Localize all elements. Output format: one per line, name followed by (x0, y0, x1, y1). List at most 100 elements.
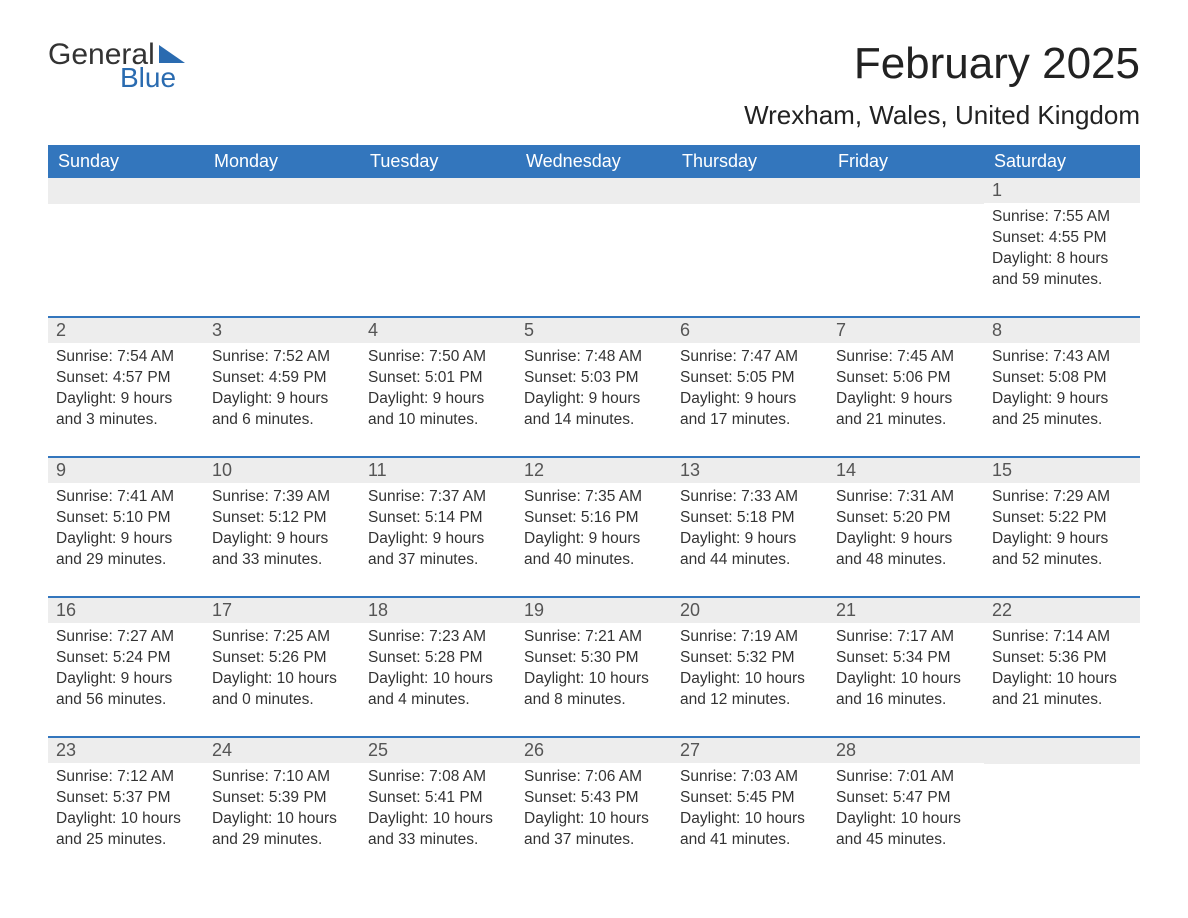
weekday-monday: Monday (204, 145, 360, 178)
day-number: 7 (828, 318, 984, 343)
day-body: Sunrise: 7:03 AMSunset: 5:45 PMDaylight:… (672, 763, 828, 851)
day-body: Sunrise: 7:48 AMSunset: 5:03 PMDaylight:… (516, 343, 672, 431)
day-number (984, 738, 1140, 764)
daylight-text: Daylight: 9 hours and 56 minutes. (56, 669, 196, 711)
day-number: 26 (516, 738, 672, 763)
sunrise-text: Sunrise: 7:25 AM (212, 627, 352, 648)
day-cell: 7Sunrise: 7:45 AMSunset: 5:06 PMDaylight… (828, 318, 984, 438)
daylight-text: Daylight: 10 hours and 16 minutes. (836, 669, 976, 711)
day-cell: 28Sunrise: 7:01 AMSunset: 5:47 PMDayligh… (828, 738, 984, 858)
day-number: 2 (48, 318, 204, 343)
day-number: 16 (48, 598, 204, 623)
sunset-text: Sunset: 5:18 PM (680, 508, 820, 529)
day-number: 27 (672, 738, 828, 763)
day-number: 5 (516, 318, 672, 343)
sunset-text: Sunset: 5:06 PM (836, 368, 976, 389)
sunset-text: Sunset: 4:59 PM (212, 368, 352, 389)
sunset-text: Sunset: 4:57 PM (56, 368, 196, 389)
day-cell: 20Sunrise: 7:19 AMSunset: 5:32 PMDayligh… (672, 598, 828, 718)
weeks-container: 1Sunrise: 7:55 AMSunset: 4:55 PMDaylight… (48, 178, 1140, 858)
daylight-text: Daylight: 10 hours and 29 minutes. (212, 809, 352, 851)
weekday-wednesday: Wednesday (516, 145, 672, 178)
day-cell: 24Sunrise: 7:10 AMSunset: 5:39 PMDayligh… (204, 738, 360, 858)
sunset-text: Sunset: 5:03 PM (524, 368, 664, 389)
sunset-text: Sunset: 5:01 PM (368, 368, 508, 389)
sunset-text: Sunset: 5:28 PM (368, 648, 508, 669)
sunset-text: Sunset: 5:36 PM (992, 648, 1132, 669)
day-cell: 13Sunrise: 7:33 AMSunset: 5:18 PMDayligh… (672, 458, 828, 578)
day-cell: 14Sunrise: 7:31 AMSunset: 5:20 PMDayligh… (828, 458, 984, 578)
sunset-text: Sunset: 5:47 PM (836, 788, 976, 809)
day-cell: 16Sunrise: 7:27 AMSunset: 5:24 PMDayligh… (48, 598, 204, 718)
title-block: February 2025 Wrexham, Wales, United Kin… (744, 40, 1140, 131)
day-number: 14 (828, 458, 984, 483)
day-cell (672, 178, 828, 298)
sunset-text: Sunset: 5:39 PM (212, 788, 352, 809)
day-cell (48, 178, 204, 298)
sunrise-text: Sunrise: 7:27 AM (56, 627, 196, 648)
daylight-text: Daylight: 10 hours and 12 minutes. (680, 669, 820, 711)
location-text: Wrexham, Wales, United Kingdom (744, 100, 1140, 131)
day-cell: 27Sunrise: 7:03 AMSunset: 5:45 PMDayligh… (672, 738, 828, 858)
day-cell: 12Sunrise: 7:35 AMSunset: 5:16 PMDayligh… (516, 458, 672, 578)
weekday-tuesday: Tuesday (360, 145, 516, 178)
day-number: 18 (360, 598, 516, 623)
day-cell (204, 178, 360, 298)
day-body: Sunrise: 7:19 AMSunset: 5:32 PMDaylight:… (672, 623, 828, 711)
daylight-text: Daylight: 10 hours and 37 minutes. (524, 809, 664, 851)
week-row: 1Sunrise: 7:55 AMSunset: 4:55 PMDaylight… (48, 178, 1140, 298)
sunrise-text: Sunrise: 7:19 AM (680, 627, 820, 648)
daylight-text: Daylight: 10 hours and 33 minutes. (368, 809, 508, 851)
day-cell (984, 738, 1140, 858)
day-body: Sunrise: 7:25 AMSunset: 5:26 PMDaylight:… (204, 623, 360, 711)
daylight-text: Daylight: 9 hours and 6 minutes. (212, 389, 352, 431)
day-cell: 17Sunrise: 7:25 AMSunset: 5:26 PMDayligh… (204, 598, 360, 718)
weekday-saturday: Saturday (984, 145, 1140, 178)
sunrise-text: Sunrise: 7:54 AM (56, 347, 196, 368)
day-body: Sunrise: 7:10 AMSunset: 5:39 PMDaylight:… (204, 763, 360, 851)
day-cell: 26Sunrise: 7:06 AMSunset: 5:43 PMDayligh… (516, 738, 672, 858)
day-body: Sunrise: 7:14 AMSunset: 5:36 PMDaylight:… (984, 623, 1140, 711)
week-row: 9Sunrise: 7:41 AMSunset: 5:10 PMDaylight… (48, 456, 1140, 578)
daylight-text: Daylight: 9 hours and 17 minutes. (680, 389, 820, 431)
sunrise-text: Sunrise: 7:14 AM (992, 627, 1132, 648)
day-cell: 3Sunrise: 7:52 AMSunset: 4:59 PMDaylight… (204, 318, 360, 438)
day-body: Sunrise: 7:12 AMSunset: 5:37 PMDaylight:… (48, 763, 204, 851)
sunrise-text: Sunrise: 7:52 AM (212, 347, 352, 368)
sunset-text: Sunset: 5:30 PM (524, 648, 664, 669)
day-body: Sunrise: 7:27 AMSunset: 5:24 PMDaylight:… (48, 623, 204, 711)
day-body: Sunrise: 7:43 AMSunset: 5:08 PMDaylight:… (984, 343, 1140, 431)
day-body: Sunrise: 7:17 AMSunset: 5:34 PMDaylight:… (828, 623, 984, 711)
daylight-text: Daylight: 9 hours and 37 minutes. (368, 529, 508, 571)
day-number: 19 (516, 598, 672, 623)
sunrise-text: Sunrise: 7:23 AM (368, 627, 508, 648)
sunset-text: Sunset: 5:43 PM (524, 788, 664, 809)
day-cell: 18Sunrise: 7:23 AMSunset: 5:28 PMDayligh… (360, 598, 516, 718)
day-body: Sunrise: 7:37 AMSunset: 5:14 PMDaylight:… (360, 483, 516, 571)
day-cell: 1Sunrise: 7:55 AMSunset: 4:55 PMDaylight… (984, 178, 1140, 298)
daylight-text: Daylight: 9 hours and 29 minutes. (56, 529, 196, 571)
weekday-thursday: Thursday (672, 145, 828, 178)
sunset-text: Sunset: 5:14 PM (368, 508, 508, 529)
day-body: Sunrise: 7:35 AMSunset: 5:16 PMDaylight:… (516, 483, 672, 571)
sunset-text: Sunset: 5:37 PM (56, 788, 196, 809)
sunrise-text: Sunrise: 7:45 AM (836, 347, 976, 368)
month-title: February 2025 (744, 40, 1140, 88)
day-body: Sunrise: 7:41 AMSunset: 5:10 PMDaylight:… (48, 483, 204, 571)
sunrise-text: Sunrise: 7:37 AM (368, 487, 508, 508)
day-cell: 5Sunrise: 7:48 AMSunset: 5:03 PMDaylight… (516, 318, 672, 438)
day-cell: 11Sunrise: 7:37 AMSunset: 5:14 PMDayligh… (360, 458, 516, 578)
day-body: Sunrise: 7:08 AMSunset: 5:41 PMDaylight:… (360, 763, 516, 851)
day-cell: 22Sunrise: 7:14 AMSunset: 5:36 PMDayligh… (984, 598, 1140, 718)
logo-triangle-icon (159, 45, 185, 63)
day-cell: 21Sunrise: 7:17 AMSunset: 5:34 PMDayligh… (828, 598, 984, 718)
day-number (204, 178, 360, 204)
day-cell: 15Sunrise: 7:29 AMSunset: 5:22 PMDayligh… (984, 458, 1140, 578)
day-number: 10 (204, 458, 360, 483)
weekday-header-row: SundayMondayTuesdayWednesdayThursdayFrid… (48, 145, 1140, 178)
sunrise-text: Sunrise: 7:08 AM (368, 767, 508, 788)
daylight-text: Daylight: 9 hours and 33 minutes. (212, 529, 352, 571)
day-body: Sunrise: 7:55 AMSunset: 4:55 PMDaylight:… (984, 203, 1140, 291)
day-number (48, 178, 204, 204)
week-row: 2 Sunrise: 7:54 AMSunset: 4:57 PM Daylight… (48, 316, 1140, 438)
